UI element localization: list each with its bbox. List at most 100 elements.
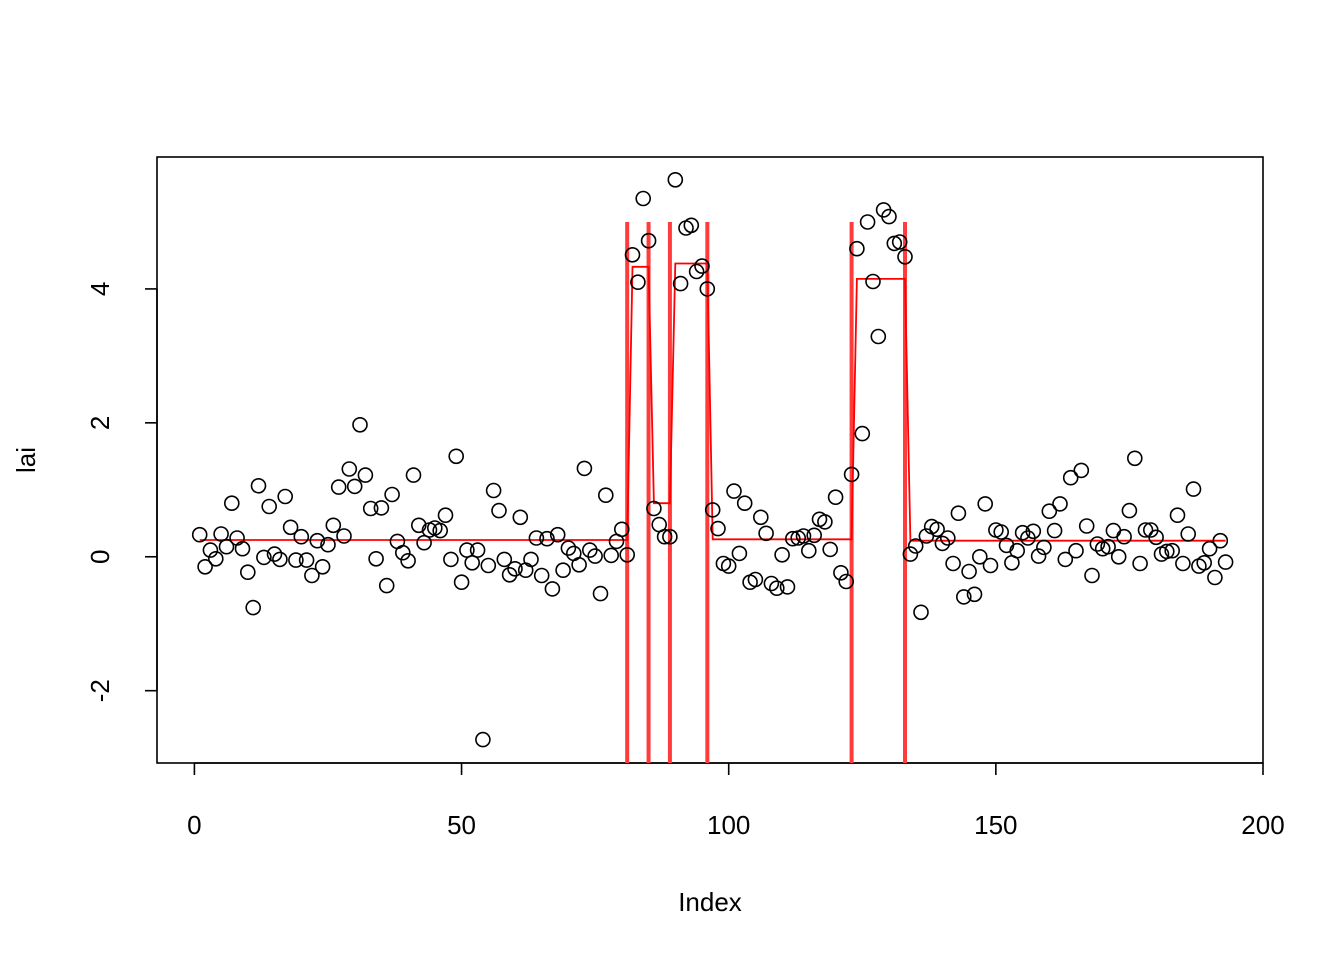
data-point bbox=[779, 579, 796, 595]
data-point bbox=[929, 521, 945, 538]
y-axis-label: lai bbox=[11, 447, 41, 473]
data-point bbox=[768, 580, 785, 597]
data-point bbox=[272, 551, 288, 568]
data-point bbox=[1217, 554, 1234, 570]
data-point bbox=[763, 575, 780, 592]
data-point bbox=[288, 552, 304, 568]
data-point bbox=[688, 263, 705, 280]
data-point bbox=[512, 509, 529, 526]
data-point bbox=[293, 528, 310, 545]
data-point bbox=[704, 502, 721, 518]
data-point bbox=[341, 461, 358, 477]
data-point bbox=[982, 557, 999, 574]
data-point bbox=[1073, 462, 1090, 479]
data-point bbox=[613, 521, 630, 538]
data-point bbox=[475, 731, 491, 748]
data-point bbox=[1105, 522, 1122, 539]
data-point bbox=[1014, 524, 1031, 541]
breakpoint-lines bbox=[625, 221, 908, 763]
data-point bbox=[806, 527, 823, 544]
data-point bbox=[298, 552, 315, 568]
data-point bbox=[934, 535, 951, 552]
data-point bbox=[1121, 502, 1138, 519]
data-point bbox=[817, 514, 833, 530]
y-tick-label: 2 bbox=[85, 416, 115, 430]
data-point bbox=[1116, 528, 1132, 545]
data-point bbox=[336, 528, 352, 544]
data-point bbox=[1025, 523, 1042, 540]
data-point bbox=[384, 486, 400, 503]
data-point bbox=[672, 275, 689, 292]
data-point bbox=[571, 556, 587, 573]
x-axis-label: Index bbox=[678, 887, 742, 917]
data-point bbox=[394, 544, 411, 561]
data-point bbox=[202, 542, 219, 558]
data-point bbox=[1041, 503, 1058, 520]
data-point bbox=[346, 478, 363, 495]
data-point bbox=[378, 577, 395, 594]
data-point bbox=[1057, 551, 1074, 568]
data-point bbox=[891, 234, 908, 250]
data-point bbox=[1212, 532, 1229, 549]
data-point bbox=[581, 542, 598, 558]
data-point bbox=[683, 217, 700, 234]
y-tick-label: -2 bbox=[85, 679, 115, 702]
data-point bbox=[640, 232, 657, 249]
data-point bbox=[694, 258, 710, 274]
data-point bbox=[849, 240, 865, 257]
data-point bbox=[1159, 543, 1175, 560]
data-point bbox=[533, 567, 550, 584]
data-point bbox=[774, 546, 790, 563]
data-point bbox=[897, 248, 913, 265]
data-point bbox=[464, 554, 481, 571]
data-point bbox=[282, 519, 299, 536]
data-point bbox=[1046, 522, 1063, 539]
plot-area-frame bbox=[156, 156, 1264, 764]
data-point bbox=[501, 566, 518, 583]
data-point bbox=[1148, 529, 1164, 546]
data-point bbox=[480, 557, 497, 574]
data-point bbox=[977, 496, 994, 512]
data-point bbox=[939, 530, 956, 546]
data-point bbox=[539, 530, 555, 547]
data-point bbox=[1036, 539, 1052, 556]
data-point bbox=[304, 567, 320, 584]
data-point bbox=[485, 482, 502, 499]
data-point bbox=[229, 530, 245, 546]
data-point bbox=[993, 524, 1010, 540]
fitted-line bbox=[199, 262, 1226, 542]
data-point bbox=[646, 500, 662, 517]
data-point bbox=[362, 500, 379, 517]
data-point bbox=[1089, 536, 1106, 552]
data-point bbox=[224, 495, 240, 512]
data-point bbox=[1030, 548, 1047, 564]
data-point bbox=[1127, 450, 1143, 467]
data-point bbox=[555, 562, 571, 579]
data-point bbox=[822, 541, 839, 558]
data-point bbox=[453, 574, 470, 591]
y-axis: -2 0 2 4 bbox=[85, 282, 158, 702]
data-point bbox=[400, 552, 416, 569]
data-point bbox=[619, 546, 636, 563]
data-point bbox=[437, 507, 454, 524]
data-point bbox=[320, 536, 336, 553]
data-point bbox=[357, 467, 374, 483]
data-point bbox=[752, 509, 769, 526]
x-tick-label: 200 bbox=[1241, 810, 1284, 840]
data-point bbox=[1196, 554, 1212, 571]
data-point bbox=[208, 550, 224, 567]
data-point bbox=[881, 208, 897, 225]
data-point bbox=[549, 526, 566, 543]
data-point bbox=[758, 525, 774, 542]
data-point bbox=[656, 528, 673, 545]
data-point bbox=[747, 571, 764, 588]
data-point bbox=[368, 550, 384, 567]
data-point bbox=[352, 416, 368, 433]
data-point bbox=[833, 564, 849, 581]
data-point bbox=[865, 273, 881, 290]
data-point bbox=[795, 528, 812, 544]
data-point bbox=[234, 540, 251, 557]
data-point bbox=[405, 467, 422, 483]
data-point bbox=[854, 425, 871, 442]
data-point bbox=[1100, 538, 1116, 555]
